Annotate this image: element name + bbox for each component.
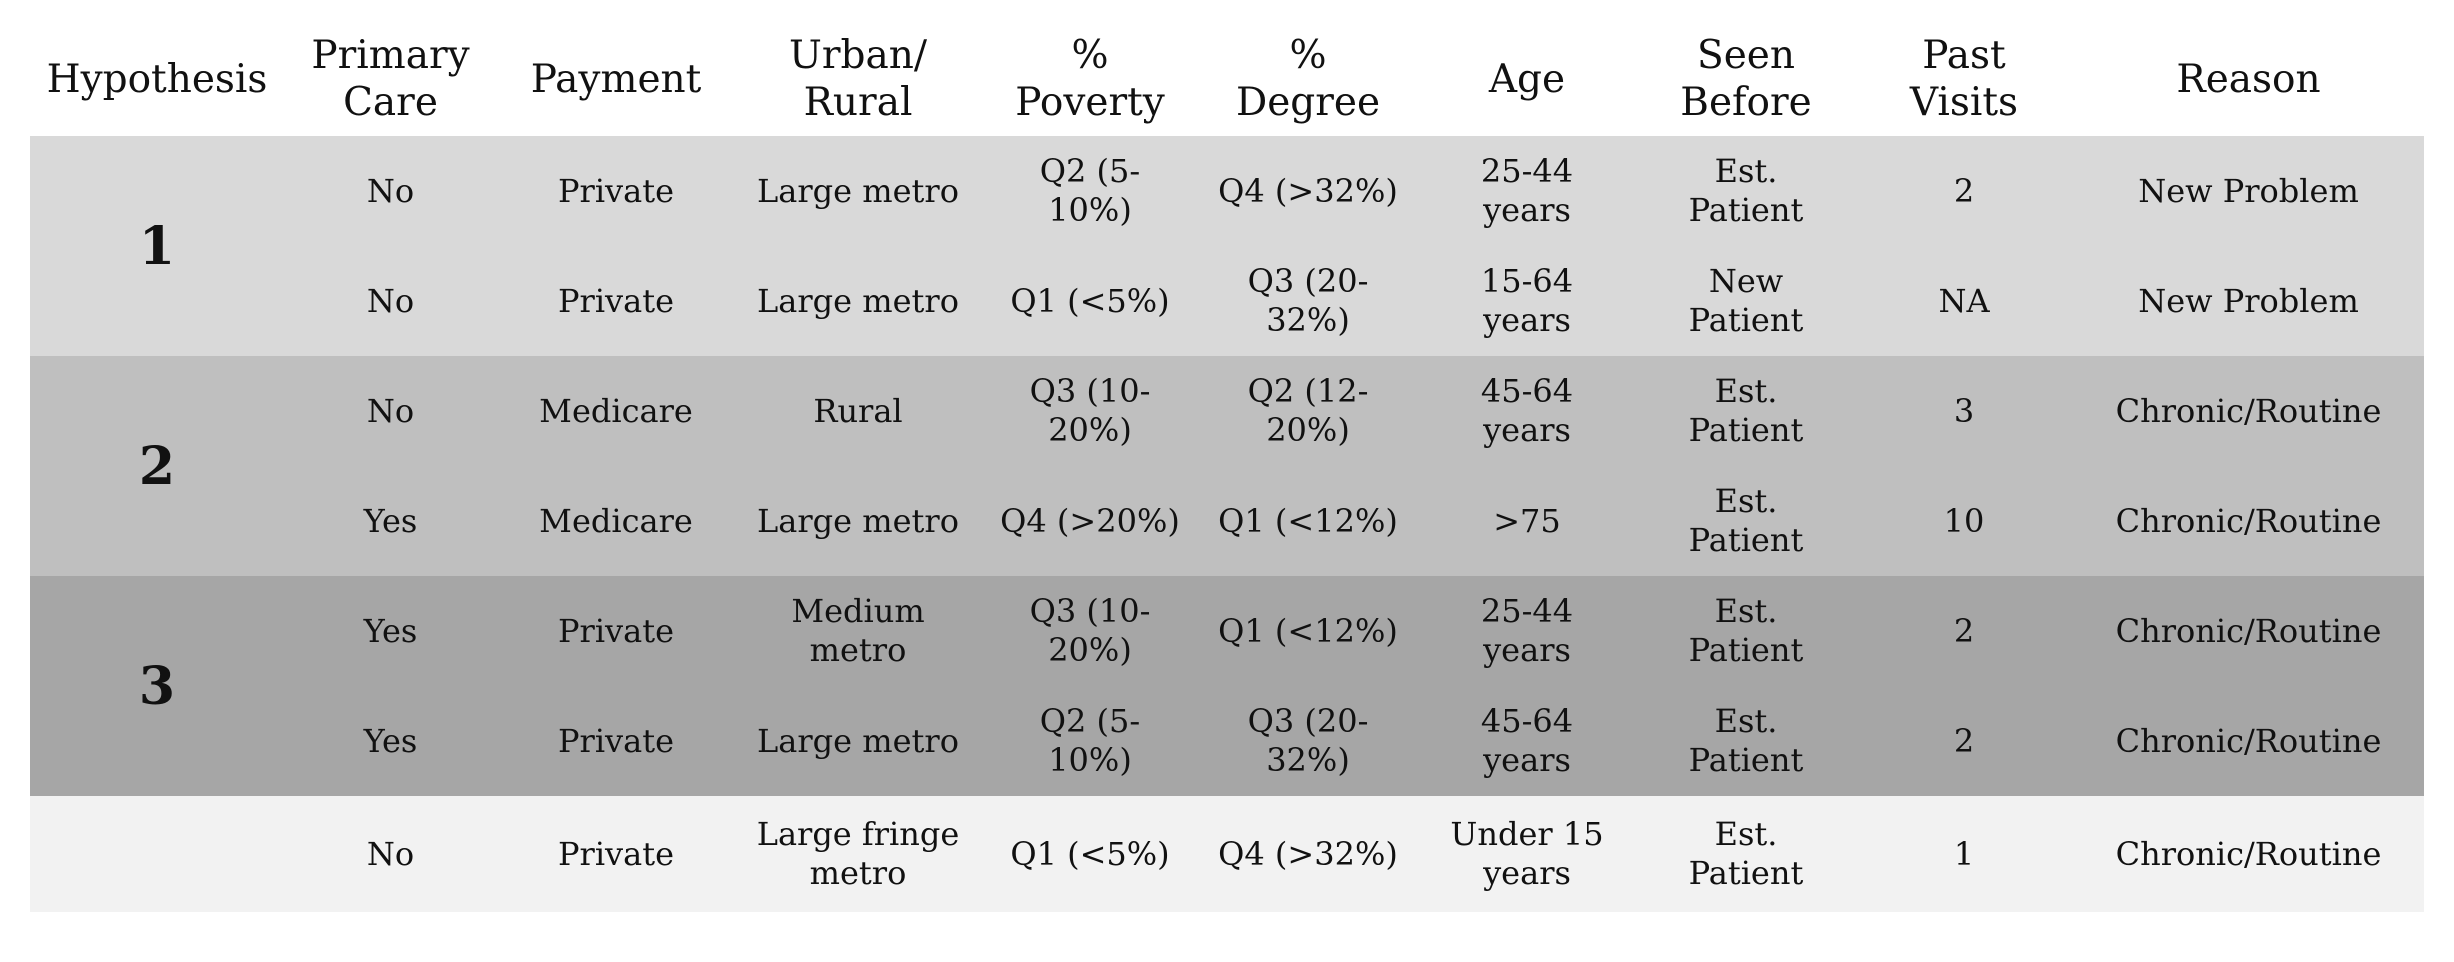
- cell-degree: Q4 (>32%): [1199, 796, 1417, 912]
- cell-past-visits: 2: [1855, 576, 2073, 686]
- hypothesis-label: 1: [30, 136, 284, 356]
- cell-degree: Q3 (20- 32%): [1199, 246, 1417, 356]
- header-hypothesis: Hypothesis: [46, 56, 268, 102]
- cell-payment: Medicare: [497, 356, 735, 466]
- hypothesis-table: Hypothesis Primary Care Payment Urban/ R…: [30, 22, 2424, 912]
- cell-degree: Q4 (>32%): [1199, 136, 1417, 246]
- cell-urban-rural: Rural: [735, 356, 981, 466]
- cell-poverty: Q2 (5- 10%): [981, 686, 1199, 796]
- header-payment: Payment: [530, 56, 702, 102]
- header-past-visits: Past Visits: [1909, 33, 2019, 125]
- cell-primary-care: No: [284, 796, 497, 912]
- cell-past-visits: 10: [1855, 466, 2073, 576]
- cell-age: Under 15 years: [1417, 796, 1637, 912]
- table-container: Hypothesis Primary Care Payment Urban/ R…: [30, 22, 2424, 912]
- cell-reason: Chronic/Routine: [2073, 576, 2424, 686]
- cell-reason: Chronic/Routine: [2073, 686, 2424, 796]
- table-row: Yes Medicare Large metro Q4 (>20%) Q1 (<…: [30, 466, 2424, 576]
- cell-urban-rural: Large metro: [735, 466, 981, 576]
- cell-primary-care: Yes: [284, 576, 497, 686]
- header-urban-rural: Urban/ Rural: [789, 33, 927, 125]
- cell-urban-rural: Large fringe metro: [735, 796, 981, 912]
- cell-payment: Medicare: [497, 466, 735, 576]
- cell-seen-before: Est. Patient: [1637, 796, 1855, 912]
- cell-primary-care: No: [284, 356, 497, 466]
- cell-primary-care: Yes: [284, 466, 497, 576]
- header-seen-before: Seen Before: [1680, 33, 1812, 125]
- cell-poverty: Q1 (<5%): [981, 796, 1199, 912]
- cell-age: 45-64 years: [1417, 356, 1637, 466]
- cell-reason: New Problem: [2073, 136, 2424, 246]
- header-row: Hypothesis Primary Care Payment Urban/ R…: [30, 22, 2424, 136]
- hypothesis-label: 2: [30, 356, 284, 576]
- cell-payment: Private: [497, 796, 735, 912]
- hypothesis-label: [30, 796, 284, 912]
- table-row: No Private Large fringe metro Q1 (<5%) Q…: [30, 796, 2424, 912]
- header-poverty: % Poverty: [1015, 33, 1165, 125]
- cell-past-visits: NA: [1855, 246, 2073, 356]
- cell-urban-rural: Large metro: [735, 686, 981, 796]
- cell-seen-before: Est. Patient: [1637, 136, 1855, 246]
- cell-past-visits: 1: [1855, 796, 2073, 912]
- header-reason: Reason: [2176, 56, 2321, 102]
- cell-payment: Private: [497, 576, 735, 686]
- cell-payment: Private: [497, 686, 735, 796]
- table-row: 2 No Medicare Rural Q3 (10- 20%) Q2 (12-…: [30, 356, 2424, 576]
- cell-poverty: Q3 (10- 20%): [981, 356, 1199, 466]
- cell-past-visits: 2: [1855, 136, 2073, 246]
- cell-primary-care: No: [284, 136, 497, 246]
- table-row: Yes Private Large metro Q2 (5- 10%) Q3 (…: [30, 686, 2424, 796]
- table-row: No Private Large metro Q1 (<5%) Q3 (20- …: [30, 246, 2424, 356]
- cell-degree: Q2 (12- 20%): [1199, 356, 1417, 466]
- cell-urban-rural: Large metro: [735, 246, 981, 356]
- cell-reason: Chronic/Routine: [2073, 796, 2424, 912]
- header-age: Age: [1488, 56, 1566, 102]
- cell-primary-care: No: [284, 246, 497, 356]
- cell-past-visits: 2: [1855, 686, 2073, 796]
- cell-poverty: Q4 (>20%): [981, 466, 1199, 576]
- header-primary-care: Primary Care: [311, 33, 470, 125]
- header-degree: % Degree: [1235, 33, 1381, 125]
- cell-poverty: Q3 (10- 20%): [981, 576, 1199, 686]
- cell-poverty: Q2 (5- 10%): [981, 136, 1199, 246]
- cell-degree: Q1 (<12%): [1199, 576, 1417, 686]
- cell-payment: Private: [497, 136, 735, 246]
- cell-age: 15-64 years: [1417, 246, 1637, 356]
- cell-primary-care: Yes: [284, 686, 497, 796]
- cell-seen-before: New Patient: [1637, 246, 1855, 356]
- cell-seen-before: Est. Patient: [1637, 466, 1855, 576]
- cell-age: 25-44 years: [1417, 576, 1637, 686]
- cell-reason: New Problem: [2073, 246, 2424, 356]
- cell-degree: Q3 (20- 32%): [1199, 686, 1417, 796]
- table-row: 3 Yes Private Medium metro Q3 (10- 20%) …: [30, 576, 2424, 796]
- cell-seen-before: Est. Patient: [1637, 686, 1855, 796]
- cell-urban-rural: Medium metro: [735, 576, 981, 686]
- cell-reason: Chronic/Routine: [2073, 466, 2424, 576]
- cell-seen-before: Est. Patient: [1637, 356, 1855, 466]
- cell-age: >75: [1417, 466, 1637, 576]
- hypothesis-label: 3: [30, 576, 284, 796]
- cell-past-visits: 3: [1855, 356, 2073, 466]
- cell-age: 25-44 years: [1417, 136, 1637, 246]
- cell-age: 45-64 years: [1417, 686, 1637, 796]
- cell-reason: Chronic/Routine: [2073, 356, 2424, 466]
- cell-urban-rural: Large metro: [735, 136, 981, 246]
- table-row: 1 No Private Large metro Q2 (5- 10%) Q4 …: [30, 136, 2424, 356]
- cell-payment: Private: [497, 246, 735, 356]
- cell-poverty: Q1 (<5%): [981, 246, 1199, 356]
- cell-seen-before: Est. Patient: [1637, 576, 1855, 686]
- cell-degree: Q1 (<12%): [1199, 466, 1417, 576]
